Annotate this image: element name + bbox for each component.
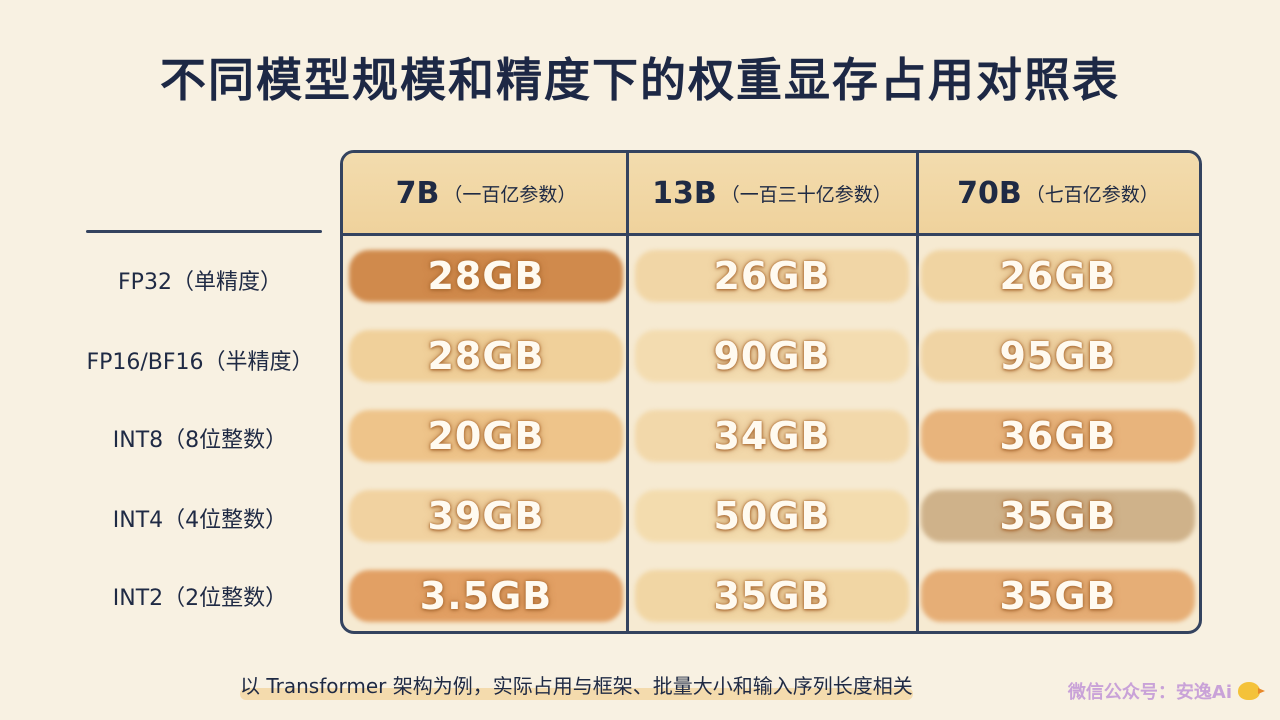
table-cell: 35GB [915, 476, 1199, 556]
cell-swatch [921, 410, 1195, 462]
cell-swatch [349, 570, 623, 622]
cell-value: 90GB [713, 334, 831, 378]
chick-icon [1238, 682, 1265, 700]
footnote: 以 Transformer 架构为例，实际占用与框架、批量大小和输入序列长度相关 [240, 664, 913, 704]
table-cell: 34GB [629, 396, 915, 476]
cell-swatch [635, 250, 909, 302]
cell-swatch [921, 570, 1195, 622]
cell-swatch [921, 250, 1195, 302]
column-header-sub: （一百三十亿参数） [720, 183, 892, 206]
cell-swatch [349, 490, 623, 542]
watermark-text: 微信公众号：安逸Ai [1067, 682, 1232, 703]
column-divider [916, 153, 919, 631]
cell-value: 3.5GB [419, 574, 553, 618]
row-label-int2: INT2（2位整数） [112, 586, 288, 611]
cell-value: 26GB [713, 254, 831, 298]
row-header-divider [86, 230, 322, 233]
row-label-fp16: FP16/BF16（半精度） [86, 350, 314, 375]
cell-swatch [635, 330, 909, 382]
column-header-main: 70B [957, 175, 1022, 211]
table-cell: 28GB [343, 236, 629, 316]
table-header-band [343, 153, 1199, 233]
footnote-text: 以 Transformer 架构为例，实际占用与框架、批量大小和输入序列长度相关 [240, 673, 913, 698]
cell-value: 36GB [999, 414, 1117, 458]
cell-value: 50GB [713, 494, 831, 538]
table-cell: 28GB [343, 316, 629, 396]
column-header-sub: （一百亿参数） [443, 183, 577, 206]
cell-value: 35GB [999, 574, 1117, 618]
table-cell: 26GB [915, 236, 1199, 316]
column-header-sub: （七百亿参数） [1025, 183, 1159, 206]
cell-value: 26GB [999, 254, 1117, 298]
table-cell: 50GB [629, 476, 915, 556]
table-cell: 26GB [629, 236, 915, 316]
row-label-int4: INT4（4位整数） [112, 508, 288, 533]
cell-value: 28GB [427, 334, 545, 378]
header-divider [343, 233, 1199, 236]
cell-swatch [635, 490, 909, 542]
watermark: 微信公众号：安逸Ai [1067, 676, 1265, 706]
cell-value: 95GB [999, 334, 1117, 378]
table-cell: 20GB [343, 396, 629, 476]
column-header-7b: 7B （一百亿参数） [343, 153, 629, 233]
cell-swatch [635, 570, 909, 622]
table-cell: 36GB [915, 396, 1199, 476]
cell-value: 35GB [999, 494, 1117, 538]
cell-swatch [349, 250, 623, 302]
column-divider [626, 153, 629, 631]
cell-swatch [635, 410, 909, 462]
column-header-main: 7B [395, 175, 440, 211]
column-header-13b: 13B （一百三十亿参数） [629, 153, 915, 233]
cell-swatch [349, 330, 623, 382]
table-cell: 90GB [629, 316, 915, 396]
table-cell: 35GB [915, 556, 1199, 631]
row-label-fp32: FP32（单精度） [118, 270, 282, 295]
cell-value: 35GB [713, 574, 831, 618]
column-header-70b: 70B （七百亿参数） [915, 153, 1199, 233]
cell-value: 39GB [427, 494, 545, 538]
row-label-int8: INT8（8位整数） [112, 428, 288, 453]
cell-value: 34GB [713, 414, 831, 458]
cell-value: 28GB [427, 254, 545, 298]
table-cell: 95GB [915, 316, 1199, 396]
memory-table: 7B （一百亿参数） 13B （一百三十亿参数） 70B （七百亿参数） 28GB 2… [340, 150, 1202, 634]
table-cell: 3.5GB [343, 556, 629, 631]
page-title: 不同模型规模和精度下的权重显存占用对照表 [160, 53, 1120, 107]
cell-swatch [921, 330, 1195, 382]
table-cell: 35GB [629, 556, 915, 631]
cell-swatch [921, 490, 1195, 542]
cell-value: 20GB [427, 414, 545, 458]
table-cell: 39GB [343, 476, 629, 556]
cell-swatch [349, 410, 623, 462]
column-header-main: 13B [652, 175, 717, 211]
